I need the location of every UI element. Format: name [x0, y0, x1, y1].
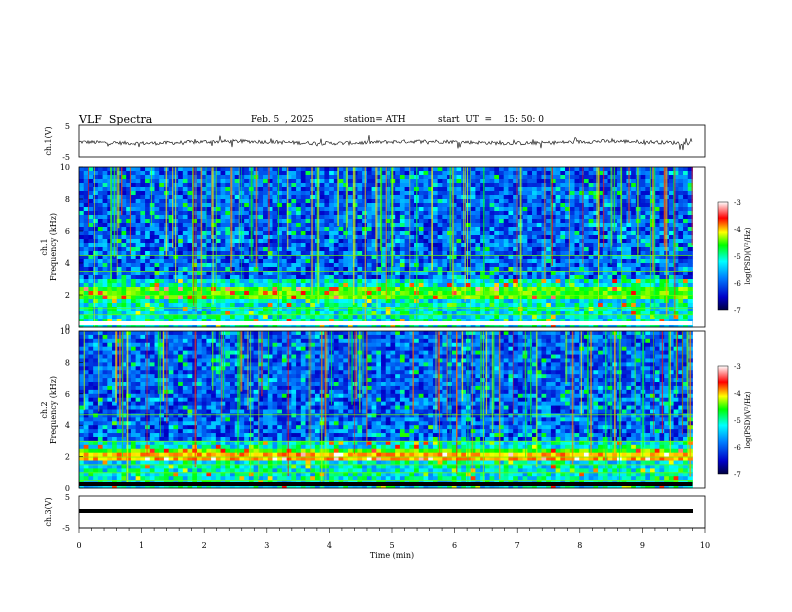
- colorbar-tick-label: -5: [734, 417, 741, 425]
- ytick-label: 4: [65, 259, 70, 268]
- time-tick-label: 6: [452, 541, 457, 550]
- ch2-colorbar-label: log(PSD)(V²/Hz): [744, 391, 752, 448]
- ch1-ytick-top: 5: [65, 122, 70, 131]
- ch3-waveform-line: [79, 509, 693, 513]
- ch1-colorbar-ticks: -3 -4 -5 -6 -7: [734, 199, 741, 315]
- ch1-yticks: 0 2 4 6 8 10: [60, 163, 83, 332]
- ch2-colorbar-ticks: -3 -4 -5 -6 -7: [734, 363, 741, 479]
- ytick-label: 8: [65, 195, 70, 204]
- colorbar-tick-label: -4: [734, 226, 741, 234]
- chart-title: VLF Spectra: [79, 113, 153, 126]
- ytick-label: 4: [65, 421, 70, 430]
- start-time-label: start UT = 15: 50: 0: [438, 115, 544, 125]
- ch1-ytick-bottom: -5: [62, 153, 70, 162]
- station-label: station= ATH: [344, 115, 406, 125]
- ytick-label: 10: [60, 163, 70, 172]
- ch3-ytick-bottom: -5: [62, 524, 70, 533]
- time-tick-label: 3: [264, 541, 269, 550]
- ch1-colorbar-scale: [717, 201, 729, 311]
- time-tick-label: 1: [139, 541, 144, 550]
- colorbar-tick-label: -4: [734, 390, 741, 398]
- ch2-colorbar-scale: [717, 365, 729, 475]
- ch2-spectrogram-panel: 0 2 4 6 8 10 Frequency (kHz) ch.2: [40, 327, 706, 493]
- time-tick-label: 10: [700, 541, 710, 550]
- ch2-spectrogram-image: [79, 331, 705, 489]
- ytick-label: 2: [65, 291, 70, 300]
- ytick-label: 8: [65, 358, 70, 367]
- ytick-label: 6: [65, 227, 70, 236]
- colorbar-tick-label: -5: [734, 253, 741, 261]
- time-tick-label: 2: [202, 541, 207, 550]
- ch1-spectrogram-panel: 0 2 4 6 8 10 Frequency (kHz) ch.1: [40, 163, 706, 332]
- ch1-spectrogram-image: [79, 167, 705, 328]
- ch3-waveform-ylabel: ch.3(V): [44, 497, 53, 526]
- date-label: Feb. 5 , 2025: [251, 115, 314, 125]
- colorbar-tick-label: -3: [734, 363, 741, 371]
- time-tick-label: 0: [76, 541, 81, 550]
- time-tick-label: 5: [389, 541, 394, 550]
- ytick-label: 0: [65, 484, 70, 493]
- ytick-label: 0: [65, 323, 70, 332]
- colorbar-tick-label: -7: [734, 307, 741, 315]
- ch1-waveform-line: [78, 134, 693, 151]
- colorbar-tick-label: -3: [734, 199, 741, 207]
- time-tick-label: 8: [577, 541, 582, 550]
- colorbar-tick-label: -6: [734, 280, 741, 288]
- colorbar-tick-label: -7: [734, 471, 741, 479]
- ch1-channel-label: ch.1: [40, 238, 49, 255]
- ch2-yticks: 0 2 4 6 8 10: [60, 327, 83, 493]
- ch1-spectrogram-frame: [78, 166, 706, 328]
- ch1-colorbar: -3 -4 -5 -6 -7 log(PSD)(V²/Hz): [717, 199, 752, 315]
- time-axis-label: Time (min): [370, 551, 414, 560]
- ytick-label: 6: [65, 390, 70, 399]
- ytick-label: 2: [65, 453, 70, 462]
- ch1-waveform-ylabel: ch.1(V): [44, 126, 53, 155]
- ch2-spectrogram-frame: [78, 330, 706, 489]
- ch2-spectrogram-ylabel: Frequency (kHz): [49, 376, 58, 444]
- time-tick-label: 4: [327, 541, 332, 550]
- time-axis: 0 1 2 3 4 5 6 7 8 9 10: [76, 527, 710, 550]
- colorbar-tick-label: -6: [734, 444, 741, 452]
- ch3-ytick-top: 5: [65, 493, 70, 502]
- ch2-colorbar: -3 -4 -5 -6 -7 log(PSD)(V²/Hz): [717, 363, 752, 479]
- time-tick-label: 9: [640, 541, 645, 550]
- ch3-waveform-panel: 5 -5 ch.3(V): [44, 493, 706, 533]
- ch1-colorbar-label: log(PSD)(V²/Hz): [744, 227, 752, 284]
- ch1-spectrogram-ylabel: Frequency (kHz): [49, 213, 58, 281]
- ch1-waveform-panel: 5 -5 ch.1(V): [44, 122, 706, 162]
- ch2-channel-label: ch.2: [40, 401, 49, 418]
- ytick-label: 10: [60, 327, 70, 336]
- time-tick-label: 7: [515, 541, 520, 550]
- ch1-waveform-frame: [78, 124, 706, 158]
